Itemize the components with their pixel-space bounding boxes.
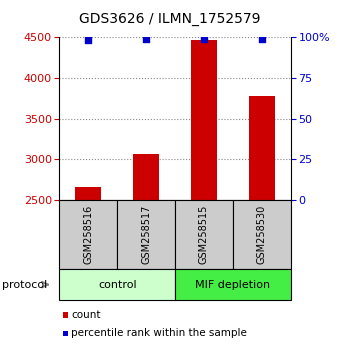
Bar [249, 96, 275, 200]
Text: GSM258517: GSM258517 [141, 205, 151, 264]
Point [259, 36, 265, 42]
Point [86, 38, 91, 43]
Text: GSM258515: GSM258515 [199, 205, 209, 264]
Text: count: count [71, 310, 101, 320]
Point [143, 36, 149, 42]
Text: GSM258530: GSM258530 [257, 205, 267, 264]
Point [201, 36, 207, 42]
Bar [75, 187, 101, 200]
Text: protocol: protocol [2, 280, 47, 290]
Text: MIF depletion: MIF depletion [195, 280, 270, 290]
Text: GSM258516: GSM258516 [83, 205, 94, 264]
Text: percentile rank within the sample: percentile rank within the sample [71, 329, 247, 338]
Text: control: control [98, 280, 137, 290]
Bar [191, 40, 217, 200]
Bar [133, 154, 159, 200]
Text: GDS3626 / ILMN_1752579: GDS3626 / ILMN_1752579 [79, 12, 261, 27]
